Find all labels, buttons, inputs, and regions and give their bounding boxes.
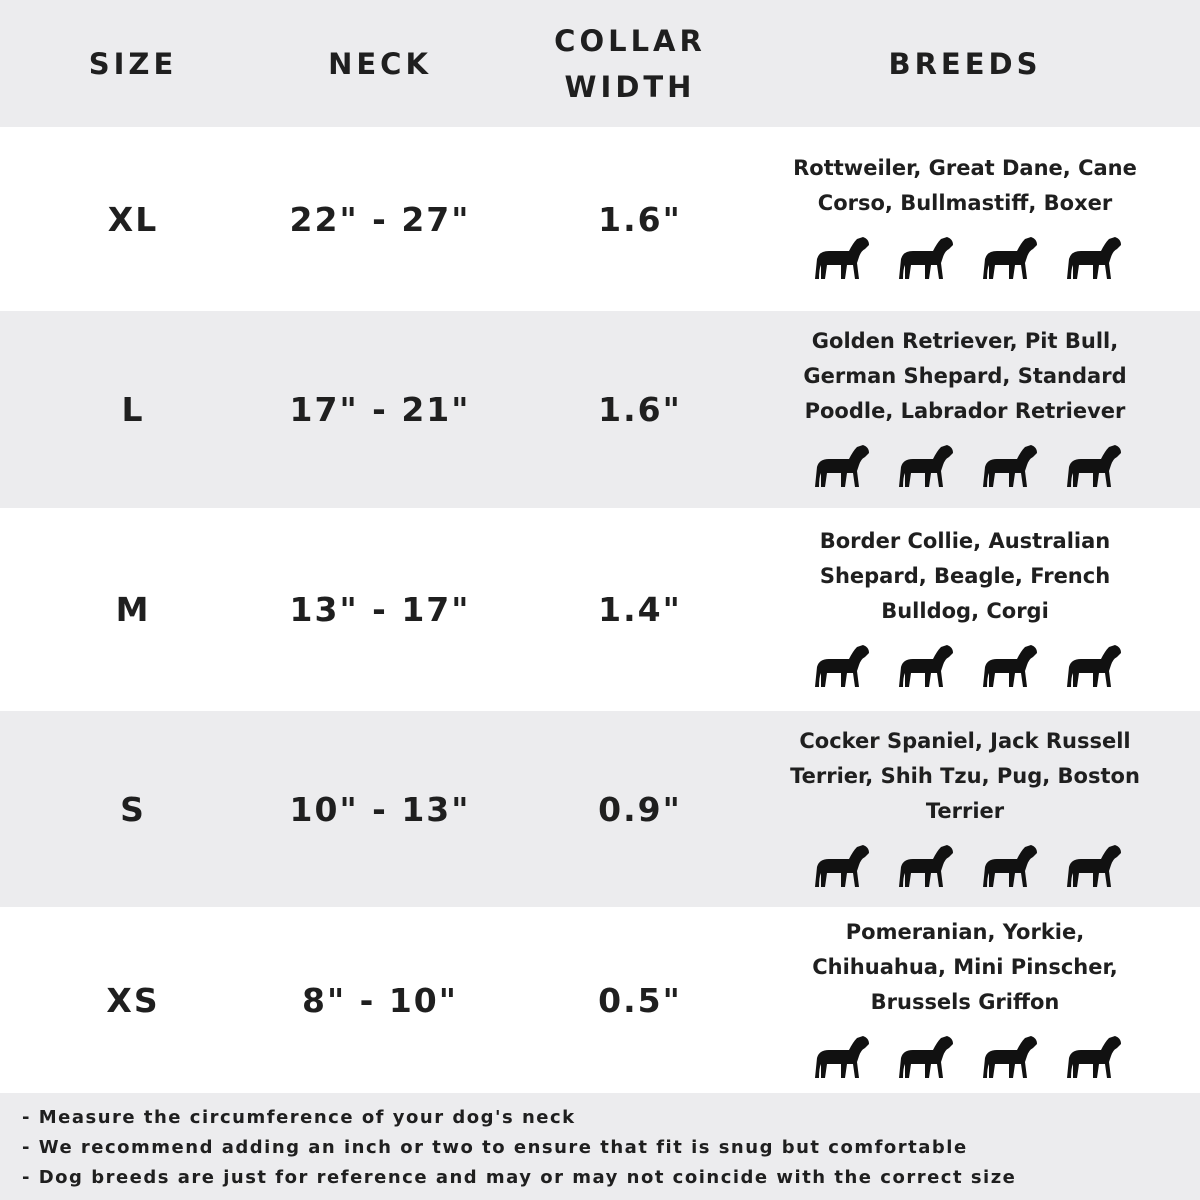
- breeds-list: Cocker Spaniel, Jack Russell Terrier, Sh…: [790, 728, 1140, 823]
- size-label: XS: [106, 980, 160, 1020]
- breeds-cell: Rottweiler, Great Dane, Cane Corso, Bull…: [770, 127, 1160, 311]
- note-3: - Dog breeds are just for reference and …: [22, 1167, 1017, 1188]
- notes-section: - Measure the circumference of your dog'…: [0, 1093, 1200, 1200]
- collar-width: 1.6": [598, 199, 682, 239]
- golden-retriever-silhouette-icon: [815, 445, 869, 487]
- pug-silhouette-icon: [1067, 844, 1121, 887]
- neck-range: 10" - 13": [289, 789, 471, 829]
- header-breeds: BREEDS: [888, 46, 1042, 81]
- neck-range: 8" - 10": [302, 980, 458, 1020]
- breed-silhouettes: [807, 835, 1123, 895]
- shih-tzu-silhouette-icon: [983, 844, 1037, 887]
- neck-range: 22" - 27": [289, 199, 471, 239]
- collar-width: 1.6": [598, 390, 682, 429]
- breeds-list: Golden Retriever, Pit Bull, German Shepa…: [803, 329, 1127, 423]
- cocker-spaniel-silhouette-icon: [815, 844, 869, 887]
- header-neck: NECK: [328, 46, 432, 81]
- mini-pinscher-silhouette-icon: [1067, 1035, 1121, 1078]
- breeds-cell: Pomeranian, Yorkie, Chihuahua, Mini Pins…: [770, 907, 1160, 1093]
- size-label: L: [121, 390, 145, 429]
- size-row-m: M 13" - 17" 1.4" Border Collie, Australi…: [0, 508, 1200, 711]
- size-label: XL: [107, 199, 159, 239]
- bullmastiff-silhouette-icon: [1067, 237, 1121, 279]
- breeds-list: Pomeranian, Yorkie, Chihuahua, Mini Pins…: [812, 919, 1118, 1014]
- pomeranian-silhouette-icon: [815, 1035, 869, 1078]
- collar-width: 0.5": [598, 980, 682, 1020]
- corgi-silhouette-icon: [1067, 645, 1121, 687]
- chihuahua-silhouette-icon: [983, 1035, 1037, 1078]
- great-dane-silhouette-icon: [899, 237, 953, 279]
- rottweiler-silhouette-icon: [815, 237, 869, 279]
- breed-silhouettes: [807, 1026, 1123, 1086]
- breeds-cell: Border Collie, Australian Shepard, Beagl…: [770, 508, 1160, 711]
- breeds-list: Border Collie, Australian Shepard, Beagl…: [819, 529, 1111, 623]
- border-collie-silhouette-icon: [815, 645, 869, 687]
- table-header: SIZE NECK COLLAR WIDTH BREEDS: [0, 0, 1200, 127]
- breed-silhouettes: [807, 227, 1123, 287]
- breeds-list: Rottweiler, Great Dane, Cane Corso, Bull…: [793, 156, 1137, 215]
- collar-width: 0.9": [598, 789, 682, 829]
- size-label: S: [120, 789, 146, 829]
- size-row-xs: XS 8" - 10" 0.5" Pomeranian, Yorkie, Chi…: [0, 907, 1200, 1093]
- yorkie-silhouette-icon: [899, 1035, 953, 1078]
- size-label: M: [115, 590, 151, 629]
- size-row-l: L 17" - 21" 1.6" Golden Retriever, Pit B…: [0, 311, 1200, 508]
- header-size: SIZE: [88, 46, 178, 81]
- pit-bull-silhouette-icon: [899, 445, 953, 487]
- neck-range: 17" - 21": [289, 390, 471, 429]
- jack-russell-silhouette-icon: [899, 844, 953, 887]
- beagle-silhouette-icon: [899, 645, 953, 687]
- size-row-xl: XL 22" - 27" 1.6" Rottweiler, Great Dane…: [0, 127, 1200, 311]
- breeds-cell: Golden Retriever, Pit Bull, German Shepa…: [770, 311, 1160, 508]
- breed-silhouettes: [807, 635, 1123, 695]
- french-bulldog-silhouette-icon: [983, 645, 1037, 687]
- header-collar-width: COLLAR WIDTH: [554, 23, 706, 104]
- poodle-silhouette-icon: [983, 445, 1037, 487]
- note-1: - Measure the circumference of your dog'…: [22, 1107, 576, 1128]
- collar-width: 1.4": [598, 590, 682, 629]
- neck-range: 13" - 17": [289, 590, 471, 629]
- note-2: - We recommend adding an inch or two to …: [22, 1137, 968, 1158]
- size-row-s: S 10" - 13" 0.9" Cocker Spaniel, Jack Ru…: [0, 711, 1200, 907]
- cane-corso-silhouette-icon: [983, 237, 1037, 279]
- breed-silhouettes: [807, 435, 1123, 495]
- german-shepherd-silhouette-icon: [1067, 445, 1121, 487]
- breeds-cell: Cocker Spaniel, Jack Russell Terrier, Sh…: [770, 711, 1160, 907]
